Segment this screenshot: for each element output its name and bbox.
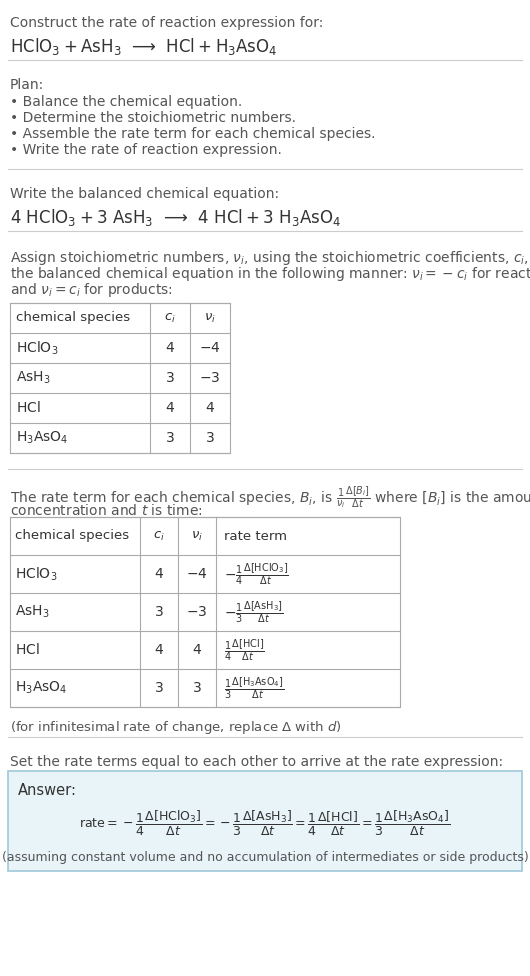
Text: $\mathrm{HClO_3}$: $\mathrm{HClO_3}$ — [16, 340, 58, 356]
Text: $-\frac{1}{3}\frac{\Delta[\mathrm{AsH_3}]}{\Delta t}$: $-\frac{1}{3}\frac{\Delta[\mathrm{AsH_3}… — [224, 599, 284, 625]
Text: 3: 3 — [155, 681, 163, 695]
Text: • Write the rate of reaction expression.: • Write the rate of reaction expression. — [10, 143, 282, 157]
Text: $-3$: $-3$ — [199, 371, 220, 385]
Text: 4: 4 — [206, 401, 214, 415]
Text: $\mathrm{H_3AsO_4}$: $\mathrm{H_3AsO_4}$ — [15, 680, 67, 696]
Text: (for infinitesimal rate of change, replace $\Delta$ with $d$): (for infinitesimal rate of change, repla… — [10, 719, 342, 736]
Text: 3: 3 — [165, 431, 174, 445]
Text: $-3$: $-3$ — [187, 605, 208, 619]
Text: $\mathrm{AsH_3}$: $\mathrm{AsH_3}$ — [16, 370, 51, 386]
Text: $\mathrm{HCl}$: $\mathrm{HCl}$ — [16, 400, 41, 416]
Text: $-4$: $-4$ — [186, 567, 208, 581]
Text: 3: 3 — [155, 605, 163, 619]
Text: $\mathregular{HClO_3 + AsH_3}$  ⟶  $\mathregular{HCl + H_3AsO_4}$: $\mathregular{HClO_3 + AsH_3}$ ⟶ $\mathr… — [10, 36, 278, 57]
Text: $\mathrm{AsH_3}$: $\mathrm{AsH_3}$ — [15, 604, 50, 620]
Text: $\mathrm{H_3AsO_4}$: $\mathrm{H_3AsO_4}$ — [16, 429, 68, 446]
Text: rate term: rate term — [224, 530, 287, 543]
Bar — [10, 517, 400, 707]
Text: 3: 3 — [206, 431, 214, 445]
Text: chemical species: chemical species — [16, 311, 130, 324]
Text: $\mathregular{4\ HClO_3 + 3\ AsH_3}$  ⟶  $\mathregular{4\ HCl + 3\ H_3AsO_4}$: $\mathregular{4\ HClO_3 + 3\ AsH_3}$ ⟶ $… — [10, 207, 341, 228]
Text: $\frac{1}{3}\frac{\Delta[\mathrm{H_3AsO_4}]}{\Delta t}$: $\frac{1}{3}\frac{\Delta[\mathrm{H_3AsO_… — [224, 675, 284, 701]
Text: $c_i$: $c_i$ — [164, 311, 176, 325]
Text: 4: 4 — [165, 341, 174, 355]
Text: $4$: $4$ — [192, 643, 202, 657]
Text: $\mathrm{rate} = -\dfrac{1}{4}\dfrac{\Delta[\mathrm{HClO_3}]}{\Delta t}= -\dfrac: $\mathrm{rate} = -\dfrac{1}{4}\dfrac{\De… — [80, 808, 450, 837]
Text: 4: 4 — [155, 567, 163, 581]
Text: $\nu_i$: $\nu_i$ — [204, 311, 216, 325]
Text: • Balance the chemical equation.: • Balance the chemical equation. — [10, 95, 242, 109]
FancyBboxPatch shape — [8, 771, 522, 871]
Text: Assign stoichiometric numbers, $\nu_i$, using the stoichiometric coefficients, $: Assign stoichiometric numbers, $\nu_i$, … — [10, 249, 530, 267]
Bar — [10, 303, 230, 453]
Text: The rate term for each chemical species, $B_i$, is $\frac{1}{\nu_i}\frac{\Delta[: The rate term for each chemical species,… — [10, 485, 530, 511]
Text: $\mathrm{HCl}$: $\mathrm{HCl}$ — [15, 642, 40, 658]
Text: Construct the rate of reaction expression for:: Construct the rate of reaction expressio… — [10, 16, 323, 30]
Text: (assuming constant volume and no accumulation of intermediates or side products): (assuming constant volume and no accumul… — [2, 850, 528, 864]
Text: chemical species: chemical species — [15, 530, 129, 543]
Text: 4: 4 — [165, 401, 174, 415]
Text: the balanced chemical equation in the following manner: $\nu_i = -c_i$ for react: the balanced chemical equation in the fo… — [10, 265, 530, 283]
Text: • Assemble the rate term for each chemical species.: • Assemble the rate term for each chemic… — [10, 127, 375, 141]
Text: • Determine the stoichiometric numbers.: • Determine the stoichiometric numbers. — [10, 111, 296, 125]
Text: Set the rate terms equal to each other to arrive at the rate expression:: Set the rate terms equal to each other t… — [10, 755, 503, 769]
Text: $c_i$: $c_i$ — [153, 529, 165, 543]
Text: $-\frac{1}{4}\frac{\Delta[\mathrm{HClO_3}]}{\Delta t}$: $-\frac{1}{4}\frac{\Delta[\mathrm{HClO_3… — [224, 561, 289, 587]
Text: Write the balanced chemical equation:: Write the balanced chemical equation: — [10, 187, 279, 201]
Text: 4: 4 — [155, 643, 163, 657]
Text: Answer:: Answer: — [18, 783, 77, 798]
Text: $-4$: $-4$ — [199, 341, 221, 355]
Text: 3: 3 — [165, 371, 174, 385]
Text: $\mathrm{HClO_3}$: $\mathrm{HClO_3}$ — [15, 565, 57, 583]
Text: Plan:: Plan: — [10, 78, 44, 92]
Text: $\frac{1}{4}\frac{\Delta[\mathrm{HCl}]}{\Delta t}$: $\frac{1}{4}\frac{\Delta[\mathrm{HCl}]}{… — [224, 637, 265, 663]
Text: $\nu_i$: $\nu_i$ — [191, 529, 203, 543]
Text: $3$: $3$ — [192, 681, 202, 695]
Text: concentration and $t$ is time:: concentration and $t$ is time: — [10, 503, 202, 518]
Text: and $\nu_i = c_i$ for products:: and $\nu_i = c_i$ for products: — [10, 281, 173, 299]
